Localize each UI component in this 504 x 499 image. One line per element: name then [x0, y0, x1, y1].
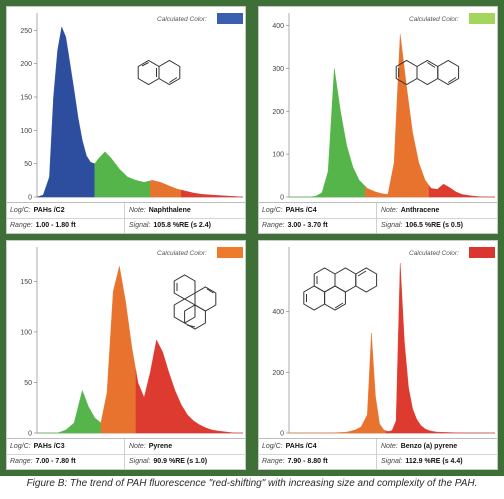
chart-plot-pyrene: 0 50 100 150 Calculated Color: [20, 247, 243, 438]
range-value: 1.00 - 1.80 ft [35, 222, 76, 229]
y-tick-label: 300 [272, 66, 284, 73]
chart-panel-anthracene: 0 100 200 300 400 Calculated Color: Log/C: PA… [258, 6, 498, 234]
chart-areas [289, 263, 495, 434]
area-band [289, 68, 366, 198]
area-band [150, 180, 182, 198]
pyrene-structure-icon [173, 274, 217, 330]
calculated-color-swatch [469, 247, 495, 258]
calculated-color-label: Calculated Color: [409, 250, 459, 257]
y-axis-ticks: 0 200 400 [272, 309, 289, 438]
calculated-color-label: Calculated Color: [157, 250, 207, 257]
figure-caption: Figure B: The trend of PAH fluorescence … [26, 478, 478, 489]
log-c-label: Log/C: [10, 207, 31, 214]
anthracene-structure-icon [395, 59, 460, 86]
range-label: Range: [262, 458, 285, 465]
signal-label: Signal: [381, 222, 403, 229]
chart-areas [36, 26, 244, 198]
area-band [94, 151, 151, 198]
range-value: 3.00 - 3.70 ft [287, 222, 328, 229]
calculated-color-label: Calculated Color: [409, 16, 459, 23]
note-value: Anthracene [400, 207, 440, 214]
y-tick-label: 400 [272, 309, 284, 316]
chart-areas [37, 266, 243, 434]
note-label: Note: [381, 207, 398, 214]
info-table-anthracene: Log/C: PAHs /C4 Note: Anthracene Range: 3.0… [259, 202, 497, 233]
note-value: Benzo (a) pyrene [400, 443, 458, 450]
y-tick-label: 0 [28, 431, 32, 438]
calculated-color-swatch [217, 13, 243, 24]
signal-label: Signal: [381, 458, 403, 465]
signal-value: 112.9 %RE (s 4.4) [405, 458, 463, 465]
log-c-value: PAHs /C2 [33, 207, 65, 214]
figure-frame: 0 50 100 150 200 250 Calculated Color: Log/C:… [0, 0, 504, 476]
y-axis-ticks: 0 100 200 300 400 [272, 23, 289, 202]
info-table-naphthalene: Log/C: PAHs /C2 Note: Naphthalene Range: 1.… [7, 202, 245, 233]
range-label: Range: [10, 222, 33, 229]
signal-label: Signal: [129, 222, 151, 229]
y-tick-label: 200 [20, 61, 32, 68]
signal-value: 90.9 %RE (s 1.0) [153, 458, 208, 465]
chart-plot-benzo-a-pyrene: 0 200 400 Calculated Color: [272, 247, 495, 438]
log-c-value: PAHs /C3 [33, 443, 65, 450]
signal-value: 106.5 %RE (s 0.5) [405, 222, 463, 229]
y-tick-label: 150 [20, 279, 32, 286]
area-band [100, 266, 137, 434]
range-value: 7.90 - 8.80 ft [287, 458, 328, 465]
note-value: Naphthalene [148, 207, 191, 214]
area-band [289, 332, 387, 434]
area-band [385, 263, 495, 434]
note-label: Note: [129, 443, 146, 450]
area-band [36, 26, 95, 198]
y-axis-ticks: 0 50 100 150 [20, 279, 37, 438]
y-tick-label: 200 [272, 370, 284, 377]
chart-panel-benzo-a-pyrene: 0 200 400 Calculated Color: Log/C: PAHs /C4… [258, 240, 498, 470]
area-band [37, 389, 102, 434]
signal-value: 105.8 %RE (s 2.4) [153, 222, 211, 229]
chart-plot-naphthalene: 0 50 100 150 200 250 Calculated Color: [20, 13, 244, 202]
log-c-label: Log/C: [10, 443, 31, 450]
range-value: 7.00 - 7.80 ft [35, 458, 76, 465]
y-tick-label: 50 [24, 161, 32, 168]
area-band [428, 183, 495, 198]
info-table-pyrene: Log/C: PAHs /C3 Note: Pyrene Range: 7.00 - … [7, 438, 245, 469]
y-tick-label: 0 [280, 195, 284, 202]
range-label: Range: [10, 458, 33, 465]
y-tick-label: 0 [280, 431, 284, 438]
y-tick-label: 400 [272, 23, 284, 30]
log-c-value: PAHs /C4 [285, 443, 317, 450]
note-label: Note: [381, 443, 398, 450]
chart-plot-anthracene: 0 100 200 300 400 Calculated Color: [272, 13, 495, 202]
log-c-value: PAHs /C4 [285, 207, 317, 214]
y-tick-label: 100 [272, 152, 284, 159]
y-tick-label: 0 [28, 195, 32, 202]
note-value: Pyrene [148, 443, 173, 450]
log-c-label: Log/C: [262, 443, 283, 450]
y-axis-ticks: 0 50 100 150 200 250 [20, 28, 37, 202]
area-band [135, 339, 243, 434]
y-tick-label: 50 [24, 380, 32, 387]
range-label: Range: [262, 222, 285, 229]
benzo-a-pyrene-structure-icon [303, 267, 378, 311]
area-band [364, 34, 430, 198]
note-label: Note: [129, 207, 146, 214]
log-c-label: Log/C: [262, 207, 283, 214]
y-tick-label: 100 [20, 329, 32, 336]
area-band [181, 189, 244, 198]
calculated-color-swatch [217, 247, 243, 258]
signal-label: Signal: [129, 458, 151, 465]
y-tick-label: 200 [272, 109, 284, 116]
naphthalene-structure-icon [137, 59, 181, 86]
y-tick-label: 250 [20, 28, 32, 35]
y-tick-label: 150 [20, 95, 32, 102]
calculated-color-swatch [469, 13, 495, 24]
calculated-color-label: Calculated Color: [157, 16, 207, 23]
info-table-benzo-a-pyrene: Log/C: PAHs /C4 Note: Benzo (a) pyrene Ran… [259, 438, 497, 469]
chart-areas [289, 34, 495, 198]
y-tick-label: 100 [20, 128, 32, 135]
chart-panel-naphthalene: 0 50 100 150 200 250 Calculated Color: Log/C:… [6, 6, 246, 234]
chart-panel-pyrene: 0 50 100 150 Calculated Color: Log/C: PAHs /… [6, 240, 246, 470]
